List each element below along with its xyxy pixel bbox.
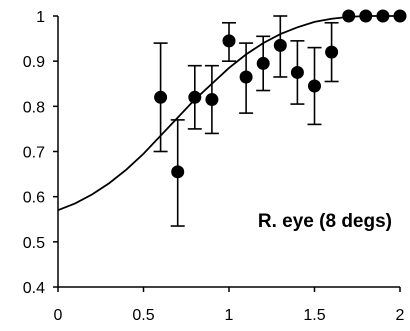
data-point	[188, 90, 202, 104]
x-tick-label: 2	[396, 307, 405, 324]
y-tick-label: 0.5	[23, 235, 45, 252]
y-tick-label: 0.9	[23, 54, 45, 71]
data-point	[154, 90, 168, 104]
data-point	[359, 9, 373, 23]
x-tick-label: 0	[54, 307, 63, 324]
data-point	[222, 34, 236, 48]
x-tick-labels: 0 0.5 1 1.5 2	[54, 307, 405, 324]
x-tick-label: 1	[225, 307, 234, 324]
data-point	[290, 65, 304, 79]
y-tick-label: 0.6	[23, 190, 45, 207]
x-tick-label: 1.5	[303, 307, 325, 324]
chart-annotation: R. eye (8 degs)	[258, 211, 392, 232]
data-point	[325, 45, 339, 59]
tick-marks	[53, 15, 401, 292]
data-point	[171, 165, 185, 179]
y-tick-label: 0.8	[23, 99, 45, 116]
data-point	[239, 70, 253, 84]
data-point	[376, 9, 390, 23]
y-tick-labels: 0.4 0.5 0.6 0.7 0.8 0.9 1	[23, 9, 45, 297]
y-tick-label: 1	[36, 9, 45, 26]
data-point	[393, 9, 407, 23]
data-point	[256, 56, 270, 70]
y-tick-label: 0.7	[23, 145, 45, 162]
data-point	[308, 79, 321, 93]
data-point	[205, 93, 219, 107]
data-point	[342, 9, 356, 23]
data-point	[273, 38, 287, 52]
y-tick-label: 0.4	[23, 280, 45, 297]
x-tick-label: 0.5	[132, 307, 154, 324]
data-points	[154, 9, 407, 179]
error-bars	[153, 15, 339, 227]
